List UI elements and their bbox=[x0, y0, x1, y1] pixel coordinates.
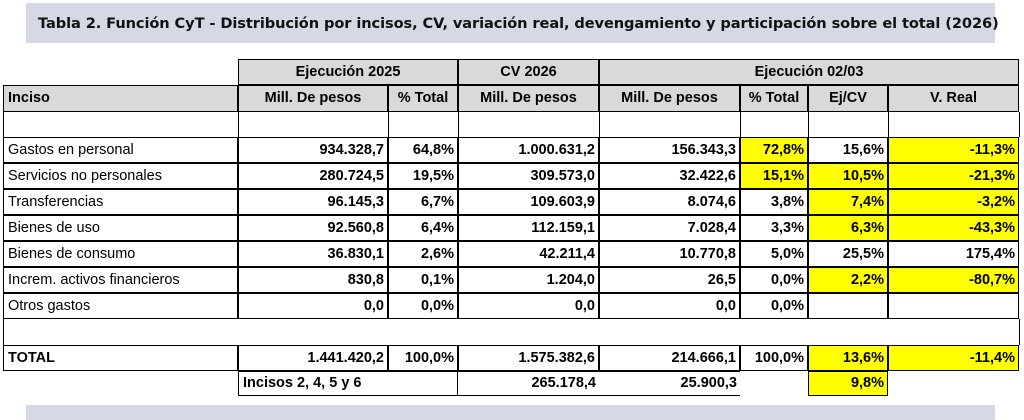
table-rule bbox=[3, 112, 4, 137]
cell-cv-2026: 1.000.631,2 bbox=[458, 137, 599, 163]
cell-v-real: 175,4% bbox=[888, 241, 1019, 267]
column-header-mill-0203: Mill. De pesos bbox=[599, 85, 740, 112]
table-rule bbox=[458, 112, 459, 137]
cell-pct-2025: 0,1% bbox=[388, 267, 458, 293]
cell-pct-0203: 0,0% bbox=[740, 267, 808, 293]
total-label: TOTAL bbox=[3, 345, 238, 371]
cell-ej-cv: 15,6% bbox=[808, 137, 888, 163]
cell-ejec-2025: 36.830,1 bbox=[238, 241, 388, 267]
total-ejec-2025: 1.441.420,2 bbox=[238, 345, 388, 371]
cell-cv-2026: 1.204,0 bbox=[458, 267, 599, 293]
cell-ej-cv: 7,4% bbox=[808, 189, 888, 215]
table-rule bbox=[888, 112, 889, 137]
table-rule bbox=[599, 112, 600, 137]
table-title: Tabla 2. Función CyT - Distribución por … bbox=[38, 14, 999, 32]
subtotal-cv-2026: 265.178,4 bbox=[458, 371, 599, 396]
column-header-v-real: V. Real bbox=[888, 85, 1019, 112]
cell-ej-cv bbox=[808, 293, 888, 319]
table-rule bbox=[3, 319, 4, 345]
bottom-banner bbox=[26, 405, 995, 420]
cell-ej-cv: 25,5% bbox=[808, 241, 888, 267]
column-header-mill-cv: Mill. De pesos bbox=[458, 85, 599, 112]
cell-v-real: -80,7% bbox=[888, 267, 1019, 293]
row-label: Transferencias bbox=[3, 189, 238, 215]
cell-ej-cv: 6,3% bbox=[808, 215, 888, 241]
cell-pct-2025: 19,5% bbox=[388, 163, 458, 189]
total-pct-2025: 100,0% bbox=[388, 345, 458, 371]
cell-ej-cv: 10,5% bbox=[808, 163, 888, 189]
cell-pct-0203: 0,0% bbox=[740, 293, 808, 319]
cell-cv-2026: 42.211,4 bbox=[458, 241, 599, 267]
row-label: Bienes de uso bbox=[3, 215, 238, 241]
column-header-inciso: Inciso bbox=[3, 85, 238, 112]
cell-v-real: -43,3% bbox=[888, 215, 1019, 241]
table-rule bbox=[1019, 112, 1020, 137]
cell-ejec-0203: 10.770,8 bbox=[599, 241, 740, 267]
group-header-ejecucion-0203: Ejecución 02/03 bbox=[599, 59, 1019, 85]
row-label: Otros gastos bbox=[3, 293, 238, 319]
table-rule bbox=[238, 112, 239, 137]
row-label: Bienes de consumo bbox=[3, 241, 238, 267]
cell-ejec-2025: 0,0 bbox=[238, 293, 388, 319]
cell-ejec-0203: 0,0 bbox=[599, 293, 740, 319]
cell-v-real bbox=[888, 293, 1019, 319]
title-banner: Tabla 2. Función CyT - Distribución por … bbox=[26, 3, 999, 43]
cell-pct-0203: 15,1% bbox=[740, 163, 808, 189]
cell-pct-2025: 0,0% bbox=[388, 293, 458, 319]
table-rule bbox=[740, 112, 741, 137]
cell-ejec-0203: 156.343,3 bbox=[599, 137, 740, 163]
total-ejec-0203: 214.666,1 bbox=[599, 345, 740, 371]
row-label: Servicios no personales bbox=[3, 163, 238, 189]
cell-cv-2026: 309.573,0 bbox=[458, 163, 599, 189]
cell-ej-cv: 2,2% bbox=[808, 267, 888, 293]
total-v-real: -11,4% bbox=[888, 345, 1019, 371]
cell-ejec-2025: 280.724,5 bbox=[238, 163, 388, 189]
table-rule bbox=[388, 112, 389, 137]
cell-pct-0203: 3,8% bbox=[740, 189, 808, 215]
cell-v-real: -21,3% bbox=[888, 163, 1019, 189]
subtotal-ej-cv: 9,8% bbox=[808, 371, 888, 396]
column-header-ej-cv: Ej/CV bbox=[808, 85, 888, 112]
row-label: Gastos en personal bbox=[3, 137, 238, 163]
table-rule bbox=[1019, 319, 1020, 345]
cell-ejec-2025: 92.560,8 bbox=[238, 215, 388, 241]
cell-ejec-0203: 32.422,6 bbox=[599, 163, 740, 189]
cell-v-real: -11,3% bbox=[888, 137, 1019, 163]
cell-pct-2025: 6,7% bbox=[388, 189, 458, 215]
total-cv-2026: 1.575.382,6 bbox=[458, 345, 599, 371]
column-header-mill-2025: Mill. De pesos bbox=[238, 85, 388, 112]
total-pct-0203: 100,0% bbox=[740, 345, 808, 371]
subtotal-label: Incisos 2, 4, 5 y 6 bbox=[238, 371, 458, 396]
column-header-pct-0203: % Total bbox=[740, 85, 808, 112]
cell-ejec-2025: 830,8 bbox=[238, 267, 388, 293]
group-header-ejecucion-2025: Ejecución 2025 bbox=[238, 59, 458, 85]
subtotal-ejec-0203: 25.900,3 bbox=[599, 371, 740, 396]
cell-ejec-0203: 7.028,4 bbox=[599, 215, 740, 241]
cell-pct-0203: 5,0% bbox=[740, 241, 808, 267]
cell-cv-2026: 109.603,9 bbox=[458, 189, 599, 215]
group-header-cv-2026: CV 2026 bbox=[458, 59, 599, 85]
cell-v-real: -3,2% bbox=[888, 189, 1019, 215]
cell-cv-2026: 112.159,1 bbox=[458, 215, 599, 241]
cell-pct-2025: 64,8% bbox=[388, 137, 458, 163]
cell-ejec-0203: 8.074,6 bbox=[599, 189, 740, 215]
subtotal-blank bbox=[740, 371, 808, 396]
table-rule bbox=[808, 112, 809, 137]
cell-ejec-2025: 934.328,7 bbox=[238, 137, 388, 163]
cell-pct-0203: 3,3% bbox=[740, 215, 808, 241]
total-ej-cv: 13,6% bbox=[808, 345, 888, 371]
cell-pct-2025: 6,4% bbox=[388, 215, 458, 241]
column-header-pct-2025: % Total bbox=[388, 85, 458, 112]
cell-ejec-0203: 26,5 bbox=[599, 267, 740, 293]
cell-cv-2026: 0,0 bbox=[458, 293, 599, 319]
cell-pct-0203: 72,8% bbox=[740, 137, 808, 163]
row-label: Increm. activos financieros bbox=[3, 267, 238, 293]
cell-pct-2025: 2,6% bbox=[388, 241, 458, 267]
cell-ejec-2025: 96.145,3 bbox=[238, 189, 388, 215]
